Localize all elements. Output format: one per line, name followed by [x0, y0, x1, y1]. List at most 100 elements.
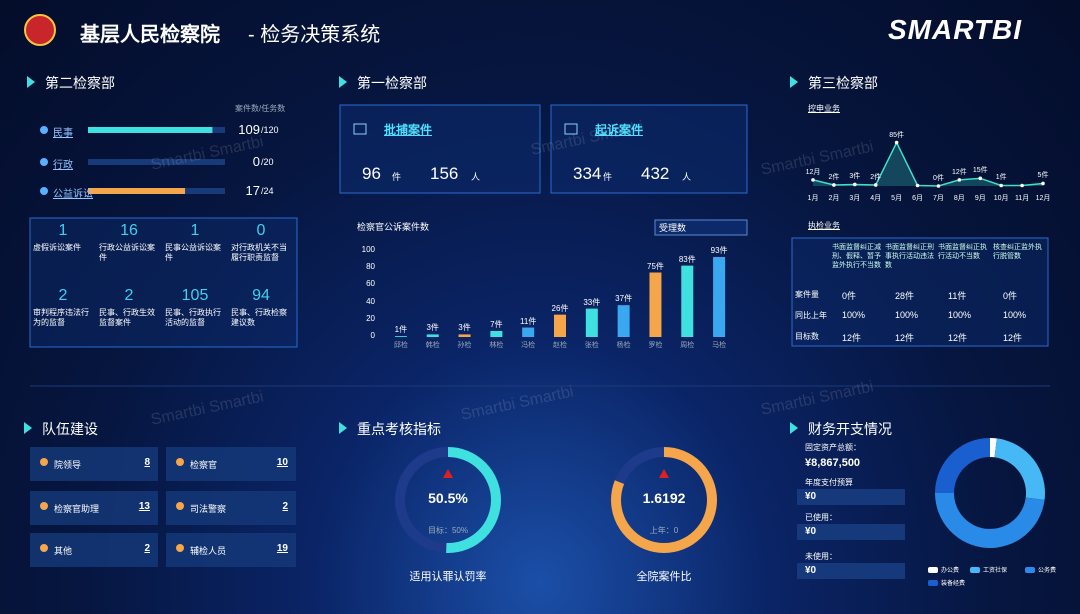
section-marker	[790, 422, 798, 434]
point	[915, 183, 920, 188]
section-marker	[27, 76, 35, 88]
y-tick-label: 100	[361, 245, 375, 254]
section-marker	[339, 76, 347, 88]
line	[812, 140, 1044, 187]
y-tick-label: 20	[366, 313, 375, 323]
stat-label: 审判程序违法行为的监督	[33, 308, 89, 327]
data-label: 93件	[710, 246, 728, 256]
chart-title: 检察官公诉案件数	[357, 222, 430, 232]
finance-value: ¥8,867,500	[805, 457, 861, 469]
x-tick-label: 8月	[953, 195, 965, 202]
data-label: 75件	[647, 261, 664, 271]
gauge-arc	[395, 447, 501, 553]
icon	[40, 187, 48, 195]
card	[339, 104, 541, 194]
section-title: 第一检察部	[357, 75, 427, 91]
point	[957, 178, 962, 182]
point	[1041, 181, 1045, 186]
title: 基层人民检察院	[80, 24, 220, 46]
card	[550, 104, 748, 194]
team-cell	[30, 447, 158, 481]
finance-value: ¥0	[805, 565, 817, 576]
team-value: 10	[276, 457, 288, 468]
point	[853, 182, 857, 187]
finance-label: 固定资产总额：	[805, 443, 861, 452]
table-box	[791, 237, 1049, 347]
team-name: 司法警察	[190, 504, 227, 514]
team-cell	[166, 533, 296, 567]
icon	[40, 126, 48, 134]
data-label: 3件	[426, 323, 439, 333]
data-label: 2件	[870, 173, 882, 181]
legend-swatch	[928, 580, 938, 586]
data-label: 12件	[951, 168, 967, 176]
x-tick-label: 韩检	[425, 342, 440, 349]
data-label: 5件	[1037, 172, 1049, 180]
stat-value: 2	[124, 287, 134, 304]
team-name: 检察官助理	[54, 504, 100, 514]
team-cell	[166, 491, 296, 525]
point	[894, 140, 899, 145]
x-tick-label: 冯检	[521, 342, 536, 349]
table-cell: 12件	[948, 333, 968, 343]
table-cell: 100%	[1003, 310, 1027, 320]
table-cell: 目标数	[795, 332, 819, 341]
gauge-note: 上年：0	[649, 526, 679, 535]
stat-label: 民事公益诉讼案件	[165, 243, 221, 262]
card-unit: 件	[603, 172, 613, 182]
row-name: 公益诉讼	[53, 189, 93, 200]
gauge-arc	[611, 447, 717, 553]
y-tick-label: 80	[366, 262, 375, 272]
logo: SMARTBI	[888, 14, 1023, 45]
team-cell	[166, 447, 296, 481]
legend-label: 工资社保	[983, 568, 1008, 574]
bar	[554, 314, 566, 337]
section-title: 第三检察部	[808, 75, 878, 91]
finance-label: 未使用：	[805, 552, 837, 561]
chart-title: 控申业务	[808, 104, 840, 113]
finance-value: ¥0	[805, 526, 817, 537]
team-value: 2	[144, 543, 150, 554]
bar	[426, 334, 439, 337]
y-tick-label: 0	[370, 331, 375, 340]
x-tick-label: 2月	[828, 195, 840, 202]
gauge-name: 全院案件比	[636, 571, 692, 583]
finance-label: 年度支付预算	[805, 478, 853, 487]
stats-box	[29, 217, 298, 348]
dropdown-label[interactable]: 受理数	[659, 223, 687, 233]
data-label: 33件	[583, 297, 601, 307]
dropdown	[654, 219, 748, 236]
x-tick-label: 7月	[933, 195, 944, 202]
stat-label: 民事、行政执行活动的监督	[165, 308, 221, 327]
point	[832, 183, 836, 187]
point	[811, 178, 815, 182]
x-tick-label: 杨检	[616, 342, 631, 349]
card-value: 334	[573, 164, 602, 183]
x-tick-label: 10月	[993, 195, 1009, 202]
table-cell: 100%	[895, 310, 919, 320]
stat-label: 民事、行政生效监督案件	[99, 308, 155, 327]
section-title: 队伍建设	[42, 421, 98, 437]
icon	[176, 544, 184, 552]
finance-value: ¥0	[805, 491, 817, 502]
card-value: 432	[641, 164, 670, 183]
stat-label: 虚假诉讼案件	[33, 243, 81, 252]
point	[1020, 183, 1024, 188]
icon	[176, 458, 184, 466]
bar	[88, 127, 213, 133]
team-name: 检察官	[190, 460, 218, 470]
stat-label: 对行政机关不当履行职责监督	[231, 243, 287, 262]
table-cell: 0件	[842, 291, 857, 301]
x-tick-label: 6月	[912, 195, 923, 202]
donut-slice	[990, 438, 997, 458]
row-name: 行政	[53, 160, 73, 171]
gauge-note: 目标：50%	[427, 526, 468, 535]
card-name: 批捕案件	[384, 123, 433, 137]
x-tick-label: 周检	[680, 342, 695, 349]
stat-value: 1	[190, 222, 200, 239]
table-cell: 28件	[895, 291, 915, 301]
table-header: 书面监督纠正刑事执行活动违法数	[885, 244, 934, 269]
x-tick-label: 11月	[1014, 195, 1030, 202]
legend-label: 办公费	[941, 568, 960, 574]
